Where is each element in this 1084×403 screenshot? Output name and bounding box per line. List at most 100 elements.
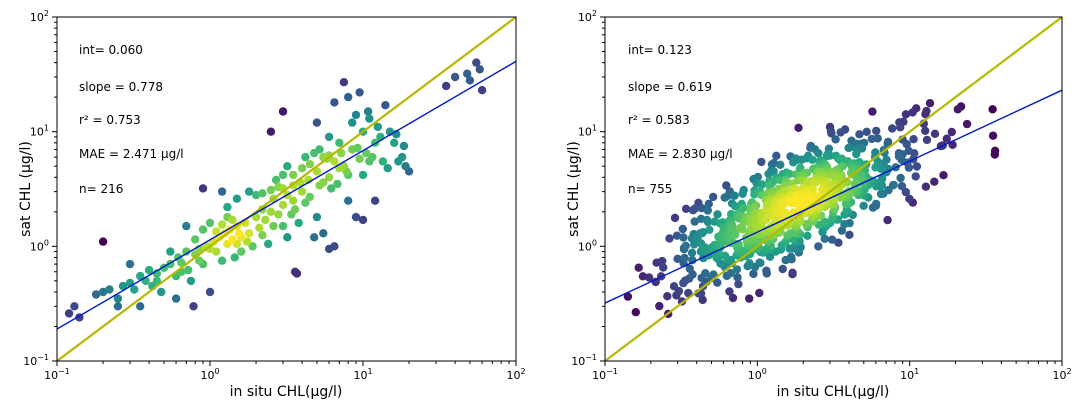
data-point [363,107,373,116]
data-point [344,92,353,102]
data-point [713,210,722,219]
data-point [658,256,667,266]
data-point [772,151,781,160]
data-point [631,308,640,317]
data-point [351,212,361,222]
data-point [905,194,914,203]
data-point [251,212,261,222]
data-point [358,215,368,225]
data-point [394,157,403,166]
data-point [261,215,270,225]
data-point [814,149,823,158]
lines-right [605,17,1062,361]
data-point [198,184,208,193]
data-point [767,160,777,169]
y-tick-label: 101 [578,124,597,139]
data-point [988,131,998,140]
data-point [990,146,1000,155]
data-point [266,207,276,216]
data-point [690,217,699,226]
data-point [186,276,196,286]
data-point [258,231,267,240]
data-point [182,221,191,231]
data-point [64,309,74,318]
data-point [251,190,261,200]
data-point [939,171,948,180]
data-point [465,76,475,85]
data-point [337,148,346,158]
data-point [785,169,794,179]
data-point [244,229,254,238]
data-point [182,247,191,256]
data-point [703,217,713,227]
data-point [703,206,712,215]
data-point [681,204,691,213]
data-point [901,110,911,119]
data-point [335,138,344,147]
data-point [679,233,688,242]
data-point [324,244,334,254]
data-point [278,200,288,210]
data-point [852,149,861,159]
data-point [269,221,278,231]
data-point [228,215,237,225]
data-point [803,231,812,240]
data-point [472,58,481,67]
data-point [837,226,847,235]
data-point [930,129,940,138]
chart-left: 10−1 100 101 102 10−1 100 101 102 in situ CHL(µ… [18,9,526,400]
data-point [130,285,139,294]
data-point [822,151,831,161]
data-point [732,265,742,274]
stat-mae-left: MAE = 2.471 µg/l [79,147,184,161]
data-point [765,252,775,261]
data-point [297,164,307,173]
data-point [248,242,257,251]
data-point [681,241,690,250]
data-point [930,177,939,186]
data-point [289,196,298,205]
data-point [708,192,718,202]
data-point [475,65,484,74]
data-point [144,265,154,275]
data-point [755,258,764,267]
chart-right: 10−1 100 101 102 10−1 100 101 102 in situ CHL(µ… [566,9,1072,400]
data-point [125,259,135,269]
data-point [791,198,800,208]
data-point [351,110,361,120]
data-point [901,187,911,197]
data-point [988,105,997,114]
data-point [745,294,754,303]
y-tick-label: 101 [30,124,49,139]
data-point [840,220,849,229]
data-point [232,194,242,203]
data-point [896,123,905,132]
data-point [665,234,674,243]
data-point [70,302,79,311]
data-point [91,290,101,299]
data-point [301,152,310,162]
data-point [749,269,758,279]
y-tick-label: 100 [30,238,49,253]
data-point [871,199,881,209]
data-point [731,230,740,239]
data-point [902,140,911,149]
data-point [831,135,840,144]
data-point [205,218,215,228]
x-tick-label: 102 [1052,367,1071,382]
data-point [237,247,246,256]
data-point [310,148,319,158]
data-point [217,220,227,229]
data-point [294,218,303,228]
data-point [344,196,353,205]
data-point [720,251,730,260]
data-point [757,180,767,189]
data-point [904,146,913,155]
data-point [745,259,754,268]
data-point [655,301,664,311]
y-tick-label: 100 [578,238,597,253]
data-point [189,302,198,311]
data-point [820,234,829,243]
data-point [947,127,956,137]
lines-left [57,17,516,361]
